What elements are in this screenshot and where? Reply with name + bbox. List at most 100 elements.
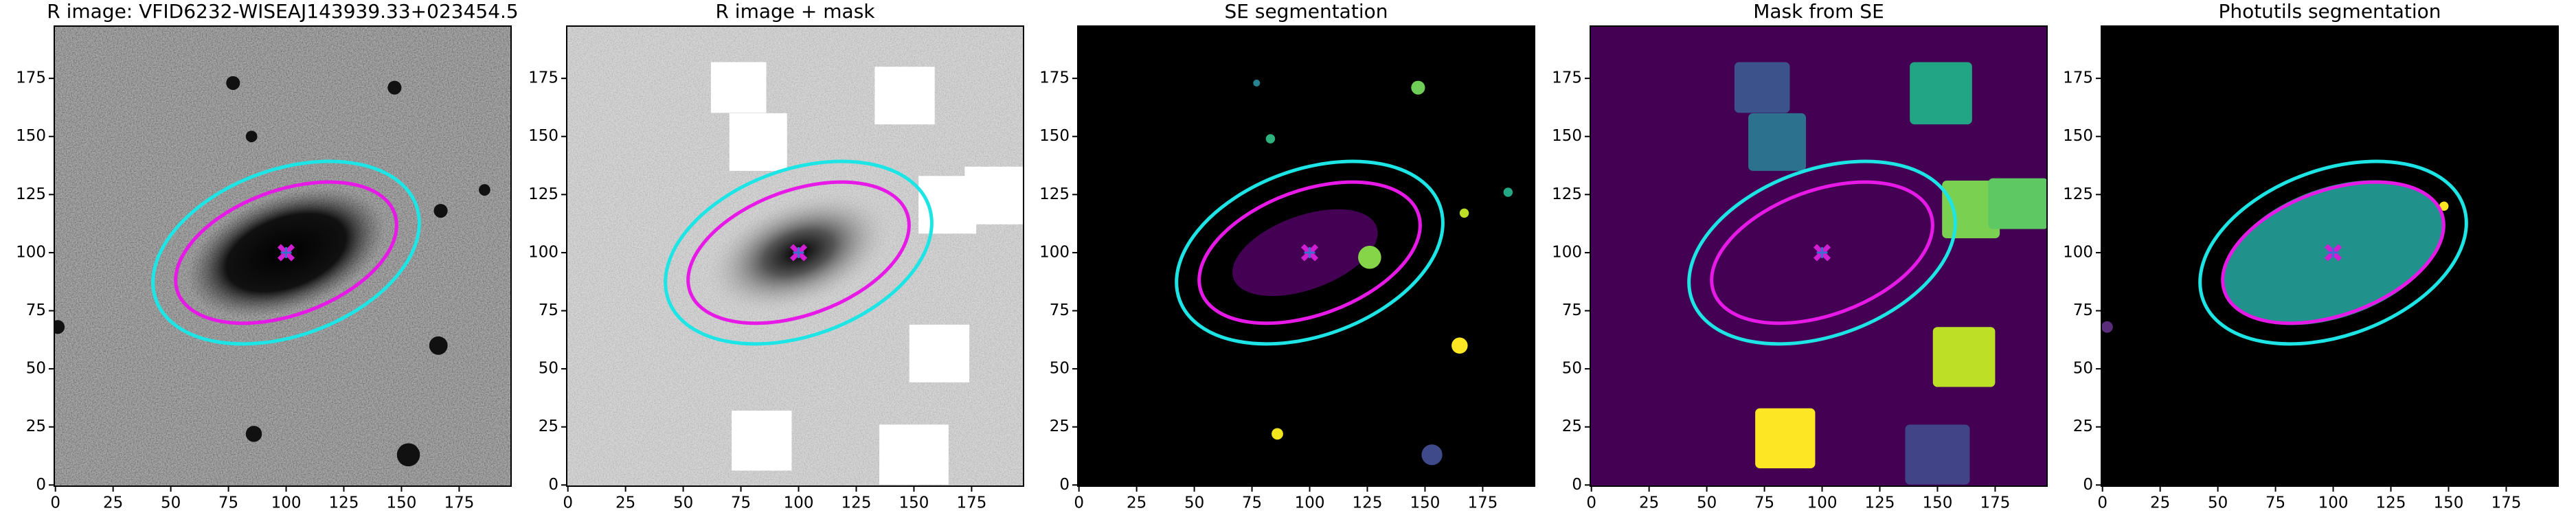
y-tick-label: 125: [1039, 185, 1070, 203]
y-tick-label: 100: [16, 243, 46, 261]
panel-title: SE segmentation: [1225, 0, 1388, 23]
x-tick-label: 125: [1865, 494, 1895, 512]
inner-ellipse: [2221, 180, 2445, 325]
y-tick-label: 125: [16, 185, 46, 203]
x-tick-label: 175: [956, 494, 986, 512]
y-tick-label: 150: [2063, 127, 2093, 145]
axes-frame: [2101, 25, 2559, 487]
x-tick-label: 50: [1184, 494, 1204, 512]
outer-ellipse: [2198, 159, 2468, 346]
mask-region: [964, 166, 1024, 225]
star: [245, 426, 262, 442]
mask-region: [1988, 178, 2047, 229]
segment: [2439, 201, 2449, 211]
x-tick-label: 75: [1242, 494, 1262, 512]
panel-image: [1078, 26, 1535, 486]
star: [429, 336, 448, 355]
panel-title: Mask from SE: [1753, 0, 1884, 23]
x-tick-label: 100: [1295, 494, 1325, 512]
x-tick-label: 125: [329, 494, 359, 512]
segment: [1265, 134, 1276, 144]
y-tick-label: 75: [26, 301, 46, 319]
inner-ellipse: [174, 180, 398, 325]
center-cross: [2327, 247, 2339, 258]
x-tick-label: 150: [387, 494, 417, 512]
x-tick-label: 125: [1353, 494, 1383, 512]
y-tick-label: 50: [539, 360, 558, 378]
outer-ellipse: [664, 159, 934, 346]
star: [396, 443, 420, 467]
y-tick-label: 100: [1039, 243, 1070, 261]
star: [433, 203, 448, 218]
panel-title: R image + mask: [715, 0, 875, 23]
segment: [1451, 337, 1468, 354]
x-tick-label: 150: [899, 494, 929, 512]
mask-region: [874, 67, 935, 125]
mask-region: [1755, 408, 1816, 468]
y-tick-label: 175: [2063, 69, 2093, 87]
x-tick-label: 50: [161, 494, 181, 512]
panel-image: [1590, 26, 2047, 486]
y-tick-label: 25: [2073, 417, 2093, 435]
center-cross: [793, 247, 804, 258]
x-tick-label: 0: [2097, 494, 2108, 512]
star: [54, 320, 65, 334]
x-tick-label: 175: [444, 494, 474, 512]
outer-ellipse: [151, 159, 421, 346]
mask-region: [1748, 113, 1807, 171]
x-tick-label: 75: [731, 494, 751, 512]
y-tick-label: 125: [1552, 185, 1582, 203]
segment: [1459, 208, 1469, 218]
panel-image: [54, 26, 511, 486]
x-tick-label: 100: [2318, 494, 2349, 512]
x-tick-label: 50: [673, 494, 693, 512]
y-tick-label: 0: [36, 476, 46, 494]
panel-image: [2101, 26, 2558, 486]
x-tick-label: 150: [1410, 494, 1440, 512]
x-tick-label: 0: [1074, 494, 1084, 512]
y-tick-label: 75: [2073, 301, 2093, 319]
y-tick-label: 25: [26, 417, 46, 435]
mask-region: [732, 411, 792, 471]
y-tick-label: 0: [1059, 476, 1070, 494]
mask-region: [1932, 327, 1996, 387]
x-tick-label: 75: [218, 494, 238, 512]
center-cross: [1304, 247, 1315, 258]
y-tick-label: 150: [1039, 127, 1070, 145]
y-tick-label: 75: [1050, 301, 1070, 319]
center-cross: [280, 247, 292, 258]
y-tick-label: 100: [2063, 243, 2093, 261]
x-tick-label: 50: [1697, 494, 1717, 512]
x-tick-label: 150: [2434, 494, 2464, 512]
y-tick-label: 0: [1572, 476, 1582, 494]
panel-title: R image: VFID6232-WISEAJ143939.33+023454…: [47, 0, 519, 23]
segment: [1411, 80, 1425, 95]
mask-region: [879, 424, 949, 485]
outer-ellipse: [1687, 159, 1957, 346]
x-tick-label: 75: [1754, 494, 1774, 512]
x-tick-label: 100: [784, 494, 814, 512]
x-tick-label: 175: [1980, 494, 2010, 512]
x-tick-label: 25: [103, 494, 123, 512]
panel-title: Photutils segmentation: [2218, 0, 2441, 23]
x-tick-label: 100: [1807, 494, 1838, 512]
y-tick-label: 125: [2063, 185, 2093, 203]
axes-frame: [54, 25, 512, 487]
x-tick-label: 175: [1467, 494, 1498, 512]
y-tick-label: 100: [528, 243, 558, 261]
y-tick-label: 50: [2073, 360, 2093, 378]
segment: [1253, 79, 1261, 87]
star: [245, 130, 258, 143]
y-tick-label: 0: [548, 476, 558, 494]
y-tick-label: 50: [1050, 360, 1070, 378]
x-tick-label: 125: [2376, 494, 2406, 512]
x-tick-label: 50: [2208, 494, 2228, 512]
y-tick-label: 175: [16, 69, 46, 87]
center-cross: [1816, 247, 1828, 258]
mask-region: [1905, 424, 1970, 485]
y-tick-label: 175: [1552, 69, 1582, 87]
y-tick-label: 50: [26, 360, 46, 378]
axes-frame: [566, 25, 1024, 487]
y-tick-label: 150: [528, 127, 558, 145]
